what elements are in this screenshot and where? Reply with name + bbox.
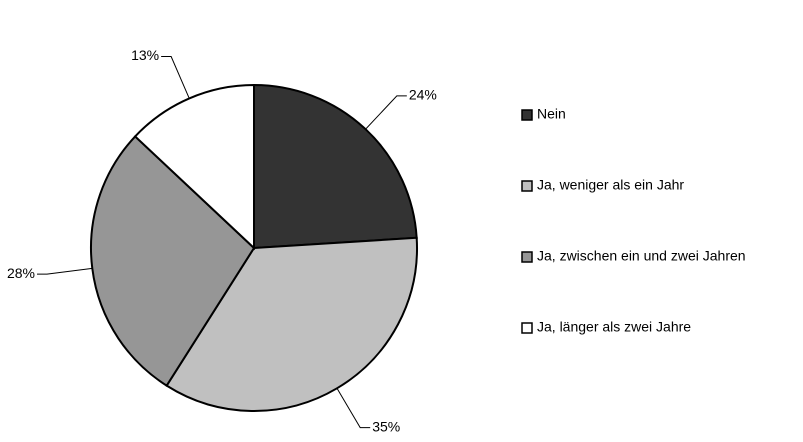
legend-swatch — [521, 109, 533, 121]
leader-line — [336, 388, 371, 429]
leader-line — [365, 95, 407, 130]
legend-label: Ja, zwischen ein und zwei Jahren — [537, 248, 746, 264]
data-label: 13% — [131, 47, 159, 63]
leader-line — [161, 56, 190, 99]
leader-line — [37, 267, 93, 275]
data-label: 35% — [372, 418, 400, 434]
legend-swatch — [521, 322, 533, 334]
pie-slice — [133, 83, 255, 251]
pie-slice — [90, 135, 256, 388]
legend-label: Ja, weniger als ein Jahr — [537, 177, 684, 193]
data-label: 28% — [7, 265, 35, 281]
legend-swatch — [521, 180, 533, 192]
data-label: 24% — [409, 87, 437, 103]
legend-label: Ja, länger als zwei Jahre — [537, 319, 691, 335]
pie-slice — [165, 236, 418, 412]
legend-label: Nein — [537, 106, 566, 122]
legend-swatch — [521, 251, 533, 263]
pie-slice — [253, 83, 418, 250]
